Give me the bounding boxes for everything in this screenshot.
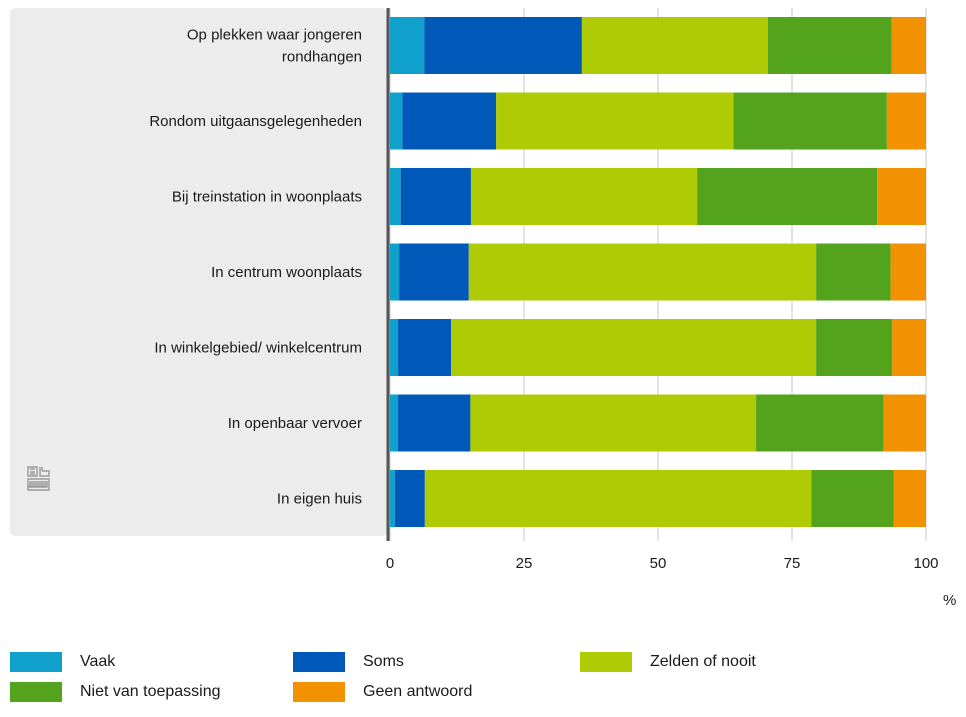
- category-label: Bij treinstation in woonplaats: [172, 189, 362, 206]
- bar-segment: [733, 92, 887, 150]
- legend-swatch: [10, 652, 62, 672]
- bar-segment: [390, 92, 403, 150]
- category-label: In eigen huis: [277, 491, 362, 508]
- bar-segment: [424, 470, 812, 527]
- category-label: In winkelgebied/ winkelcentrum: [154, 340, 362, 357]
- bar-segment: [697, 168, 878, 225]
- bar-segment: [399, 243, 469, 301]
- bar-segment: [424, 17, 582, 74]
- legend-label: Geen antwoord: [363, 683, 473, 700]
- legend-swatch: [580, 652, 632, 672]
- legend-item: Soms: [293, 652, 404, 672]
- x-tick-label: 25: [516, 555, 533, 572]
- x-tick-label: 75: [784, 555, 801, 572]
- bar-segment: [892, 319, 926, 376]
- bar-segment: [816, 319, 893, 376]
- bar-segment: [398, 394, 471, 452]
- bar-segment: [816, 243, 891, 301]
- bar-segment: [390, 17, 425, 74]
- bar-segment: [886, 92, 926, 150]
- category-panel-background: [10, 8, 388, 536]
- cbs-logo-icon: [27, 466, 50, 491]
- bar-segment: [470, 394, 757, 452]
- legend-item: Vaak: [10, 652, 115, 672]
- bar-segment: [811, 470, 894, 527]
- bar-segment: [890, 243, 926, 301]
- bars: [390, 17, 926, 527]
- legend-label: Niet van toepassing: [80, 683, 221, 700]
- category-label: In openbaar vervoer: [228, 415, 362, 432]
- bar-segment: [390, 394, 399, 452]
- bar-segment: [390, 168, 401, 225]
- category-label: Op plekken waar jongeren: [187, 27, 362, 44]
- bar-segment: [398, 319, 452, 376]
- x-tick-label: 50: [650, 555, 667, 572]
- legend-label: Zelden of nooit: [650, 653, 756, 670]
- x-tick-label: 100: [913, 555, 938, 572]
- bar-segment: [468, 243, 817, 301]
- bar-segment: [390, 243, 400, 301]
- category-label: In centrum woonplaats: [211, 264, 362, 281]
- legend-swatch: [10, 682, 62, 702]
- bar-segment: [400, 168, 471, 225]
- bar-segment: [390, 470, 395, 527]
- bar-segment: [891, 17, 926, 74]
- legend-label: Soms: [363, 653, 404, 670]
- bar-segment: [893, 470, 926, 527]
- x-tick-label: 0: [386, 555, 394, 572]
- bar-segment: [402, 92, 497, 150]
- legend-item: Zelden of nooit: [580, 652, 756, 672]
- legend-label: Vaak: [80, 653, 116, 670]
- legend-swatch: [293, 652, 345, 672]
- x-axis-unit: %: [943, 592, 957, 609]
- tick-labels: 0 25 50 75 100: [386, 555, 939, 572]
- legend-item: Geen antwoord: [293, 682, 472, 702]
- category-label: rondhangen: [282, 49, 362, 66]
- bar-segment: [883, 394, 926, 452]
- bar-segment: [581, 17, 768, 74]
- legend-item: Niet van toepassing: [10, 682, 221, 702]
- bar-segment: [496, 92, 734, 150]
- bar-segment: [390, 319, 399, 376]
- stacked-bar-chart: Op plekken waar jongeren rondhangen Rondom…: [10, 8, 939, 572]
- category-label: Rondom uitgaansgelegenheden: [149, 113, 362, 130]
- bar-segment: [451, 319, 817, 376]
- bar-segment: [470, 168, 698, 225]
- legend-swatch: [293, 682, 345, 702]
- bar-segment: [756, 394, 884, 452]
- category-labels: Op plekken waar jongeren rondhangen Rondom…: [149, 27, 362, 508]
- bar-segment: [394, 470, 425, 527]
- bar-segment: [767, 17, 892, 74]
- bar-segment: [877, 168, 926, 225]
